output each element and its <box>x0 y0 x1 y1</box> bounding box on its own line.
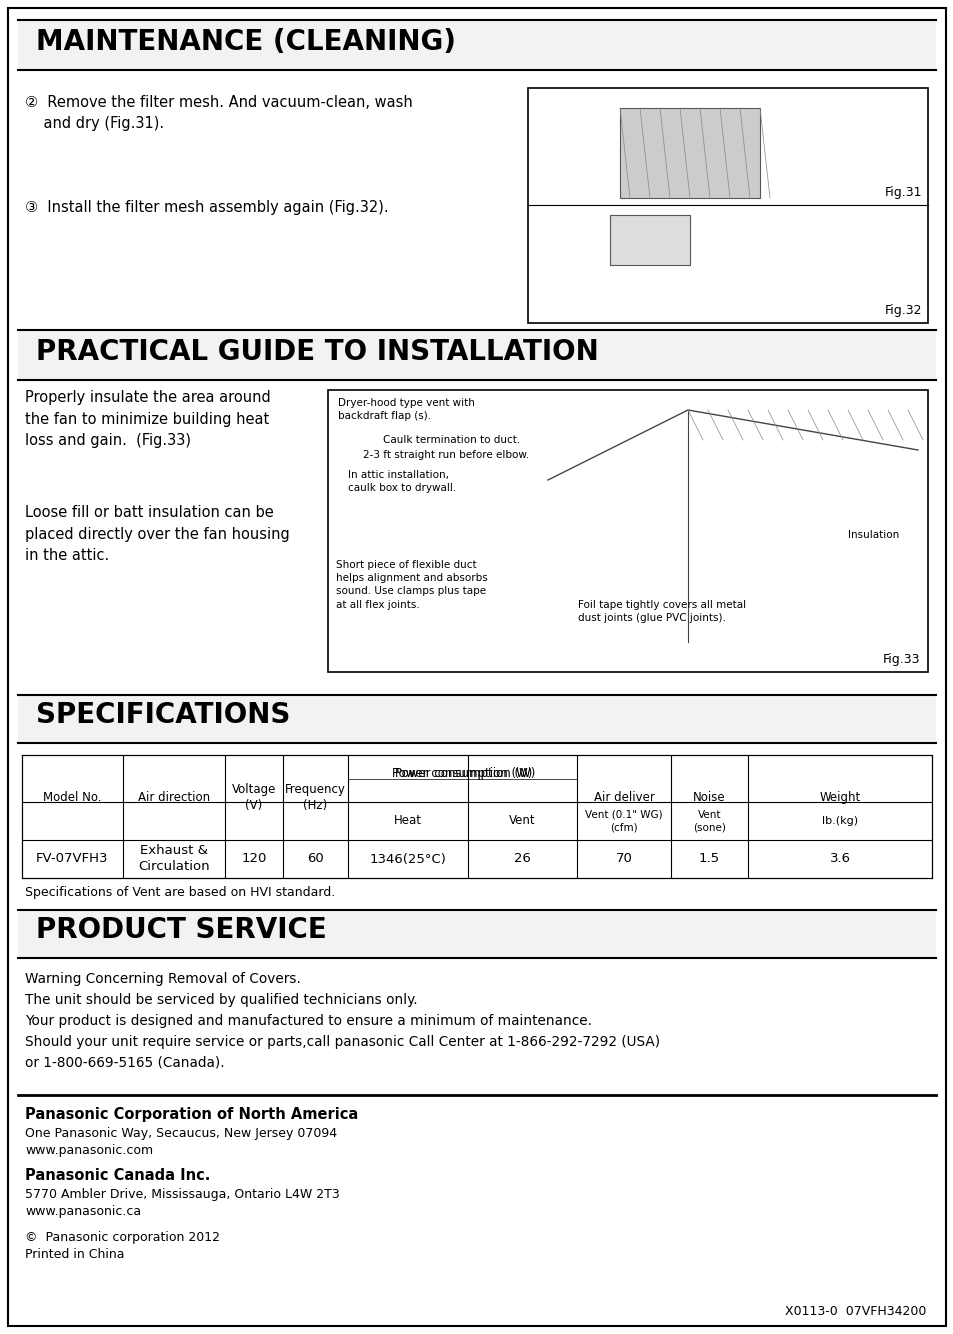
Text: Your product is designed and manufactured to ensure a minimum of maintenance.: Your product is designed and manufacture… <box>25 1014 592 1029</box>
Text: Vent
(sone): Vent (sone) <box>692 810 725 832</box>
Text: ©  Panasonic corporation 2012: © Panasonic corporation 2012 <box>25 1231 220 1245</box>
Text: www.panasonic.com: www.panasonic.com <box>25 1145 153 1157</box>
Text: Foil tape tightly covers all metal
dust joints (glue PVC joints).: Foil tape tightly covers all metal dust … <box>578 600 745 623</box>
Text: Fig.32: Fig.32 <box>883 304 921 317</box>
Text: 3.6: 3.6 <box>828 852 850 866</box>
Text: Air direction: Air direction <box>138 791 210 804</box>
FancyArrowPatch shape <box>638 105 757 115</box>
Text: Exhaust &
Circulation: Exhaust & Circulation <box>138 844 210 874</box>
Text: Vent: Vent <box>509 815 536 827</box>
Text: Fig.33: Fig.33 <box>882 654 919 666</box>
Text: Power consumption (W): Power consumption (W) <box>395 767 535 780</box>
Bar <box>18 20 935 69</box>
Bar <box>527 88 927 323</box>
Text: 120: 120 <box>241 852 267 866</box>
Text: In attic installation,
caulk box to drywall.: In attic installation, caulk box to dryw… <box>348 470 456 494</box>
Text: lb.(kg): lb.(kg) <box>821 816 857 826</box>
Text: 2-3 ft straight run before elbow.: 2-3 ft straight run before elbow. <box>363 450 529 460</box>
Text: Caulk termination to duct.: Caulk termination to duct. <box>382 435 519 446</box>
Text: Dryer-hood type vent with
backdraft flap (s).: Dryer-hood type vent with backdraft flap… <box>337 398 475 422</box>
Text: PRODUCT SERVICE: PRODUCT SERVICE <box>36 916 327 944</box>
Text: Warning Concerning Removal of Covers.: Warning Concerning Removal of Covers. <box>25 972 300 986</box>
Text: Printed in China: Printed in China <box>25 1249 125 1261</box>
Text: Should your unit require service or parts,call panasonic Call Center at 1-866-29: Should your unit require service or part… <box>25 1035 659 1049</box>
Bar <box>18 329 935 380</box>
Text: Noise: Noise <box>693 791 725 804</box>
Bar <box>328 390 927 672</box>
Text: The unit should be serviced by qualified technicians only.: The unit should be serviced by qualified… <box>25 992 417 1007</box>
Text: Short piece of flexible duct
helps alignment and absorbs
sound. Use clamps plus : Short piece of flexible duct helps align… <box>335 560 487 610</box>
Text: 1.5: 1.5 <box>699 852 720 866</box>
Text: Vent (0.1" WG)
(cfm): Vent (0.1" WG) (cfm) <box>584 810 662 832</box>
Text: Insulation: Insulation <box>847 530 899 540</box>
Bar <box>22 755 931 878</box>
Text: Power consumption (W): Power consumption (W) <box>392 767 532 780</box>
Text: Frequency
(Hz): Frequency (Hz) <box>285 783 346 812</box>
Text: Panasonic Canada Inc.: Panasonic Canada Inc. <box>25 1169 211 1183</box>
Text: FV-07VFH3: FV-07VFH3 <box>36 852 109 866</box>
Bar <box>609 215 689 265</box>
Text: Specifications of Vent are based on HVI standard.: Specifications of Vent are based on HVI … <box>25 886 335 899</box>
Text: Properly insulate the area around
the fan to minimize building heat
loss and gai: Properly insulate the area around the fa… <box>25 390 271 448</box>
Text: Weight: Weight <box>819 791 860 804</box>
Text: SPECIFICATIONS: SPECIFICATIONS <box>36 700 290 728</box>
Text: Model No.: Model No. <box>43 791 102 804</box>
Circle shape <box>587 217 631 261</box>
Text: 60: 60 <box>307 852 323 866</box>
Text: Panasonic Corporation of North America: Panasonic Corporation of North America <box>25 1107 358 1122</box>
Bar <box>18 695 935 743</box>
Text: 5770 Ambler Drive, Mississauga, Ontario L4W 2T3: 5770 Ambler Drive, Mississauga, Ontario … <box>25 1189 339 1201</box>
Text: 70: 70 <box>615 852 632 866</box>
Text: X0113-0  07VFH34200: X0113-0 07VFH34200 <box>783 1305 925 1318</box>
Text: MAINTENANCE (CLEANING): MAINTENANCE (CLEANING) <box>36 28 456 56</box>
Text: or 1-800-669-5165 (Canada).: or 1-800-669-5165 (Canada). <box>25 1057 224 1070</box>
Text: Air deliver: Air deliver <box>593 791 654 804</box>
Bar <box>619 108 760 197</box>
Text: One Panasonic Way, Secaucus, New Jersey 07094: One Panasonic Way, Secaucus, New Jersey … <box>25 1127 336 1141</box>
Text: ②  Remove the filter mesh. And vacuum-clean, wash
    and dry (Fig.31).: ② Remove the filter mesh. And vacuum-cle… <box>25 95 413 131</box>
Text: ③  Install the filter mesh assembly again (Fig.32).: ③ Install the filter mesh assembly again… <box>25 200 388 215</box>
Text: 26: 26 <box>514 852 531 866</box>
Text: PRACTICAL GUIDE TO INSTALLATION: PRACTICAL GUIDE TO INSTALLATION <box>36 338 598 366</box>
Text: Voltage
(V): Voltage (V) <box>232 783 276 812</box>
Bar <box>18 910 935 958</box>
Text: Fig.31: Fig.31 <box>883 185 921 199</box>
Text: www.panasonic.ca: www.panasonic.ca <box>25 1205 141 1218</box>
Text: Loose fill or batt insulation can be
placed directly over the fan housing
in the: Loose fill or batt insulation can be pla… <box>25 506 290 563</box>
Text: Heat: Heat <box>394 815 421 827</box>
Text: 1346(25°C): 1346(25°C) <box>369 852 446 866</box>
